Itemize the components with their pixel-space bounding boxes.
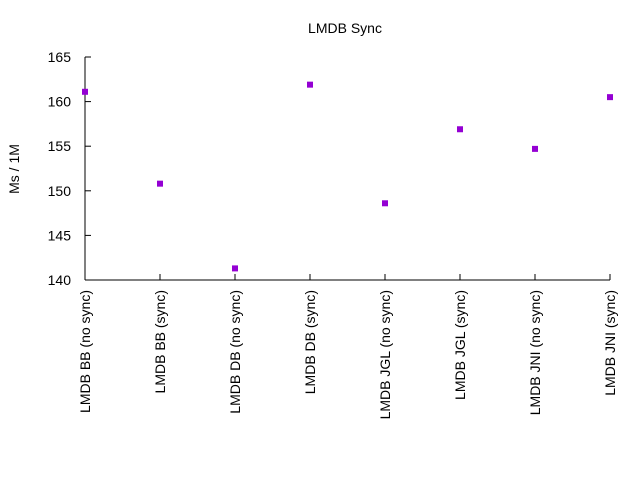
x-tick-label: LMDB DB (no sync) — [227, 290, 243, 414]
y-axis-ticks: 140 145 150 155 160 165 — [48, 49, 91, 288]
x-tick-label: LMDB JNI (no sync) — [527, 290, 543, 415]
x-tick-label: LMDB BB (no sync) — [77, 290, 93, 413]
x-tick-label: LMDB JGL (no sync) — [377, 290, 393, 419]
data-point — [382, 200, 388, 207]
chart-title: LMDB Sync — [308, 20, 382, 36]
x-tick-label: LMDB JNI (sync) — [602, 290, 618, 396]
x-tick-label: LMDB BB (sync) — [152, 290, 168, 393]
axes — [84, 57, 610, 281]
x-axis-ticks: LMDB BB (no sync) LMDB BB (sync) LMDB DB (… — [77, 274, 618, 419]
data-points — [82, 81, 613, 272]
y-tick-label: 160 — [48, 94, 72, 110]
y-tick-label: 155 — [48, 138, 72, 154]
data-point — [607, 94, 613, 101]
y-tick-label: 145 — [48, 227, 72, 243]
y-tick-label: 140 — [48, 272, 72, 288]
data-point — [157, 180, 163, 187]
data-point — [82, 88, 88, 95]
y-tick-label: 165 — [48, 49, 72, 65]
data-point — [307, 81, 313, 88]
y-axis-label: Ms / 1M — [6, 144, 22, 194]
data-point — [232, 265, 238, 272]
x-tick-label: LMDB DB (sync) — [302, 290, 318, 394]
y-tick-label: 150 — [48, 183, 72, 199]
data-point — [532, 145, 538, 152]
x-tick-label: LMDB JGL (sync) — [452, 290, 468, 400]
data-point — [457, 126, 463, 133]
